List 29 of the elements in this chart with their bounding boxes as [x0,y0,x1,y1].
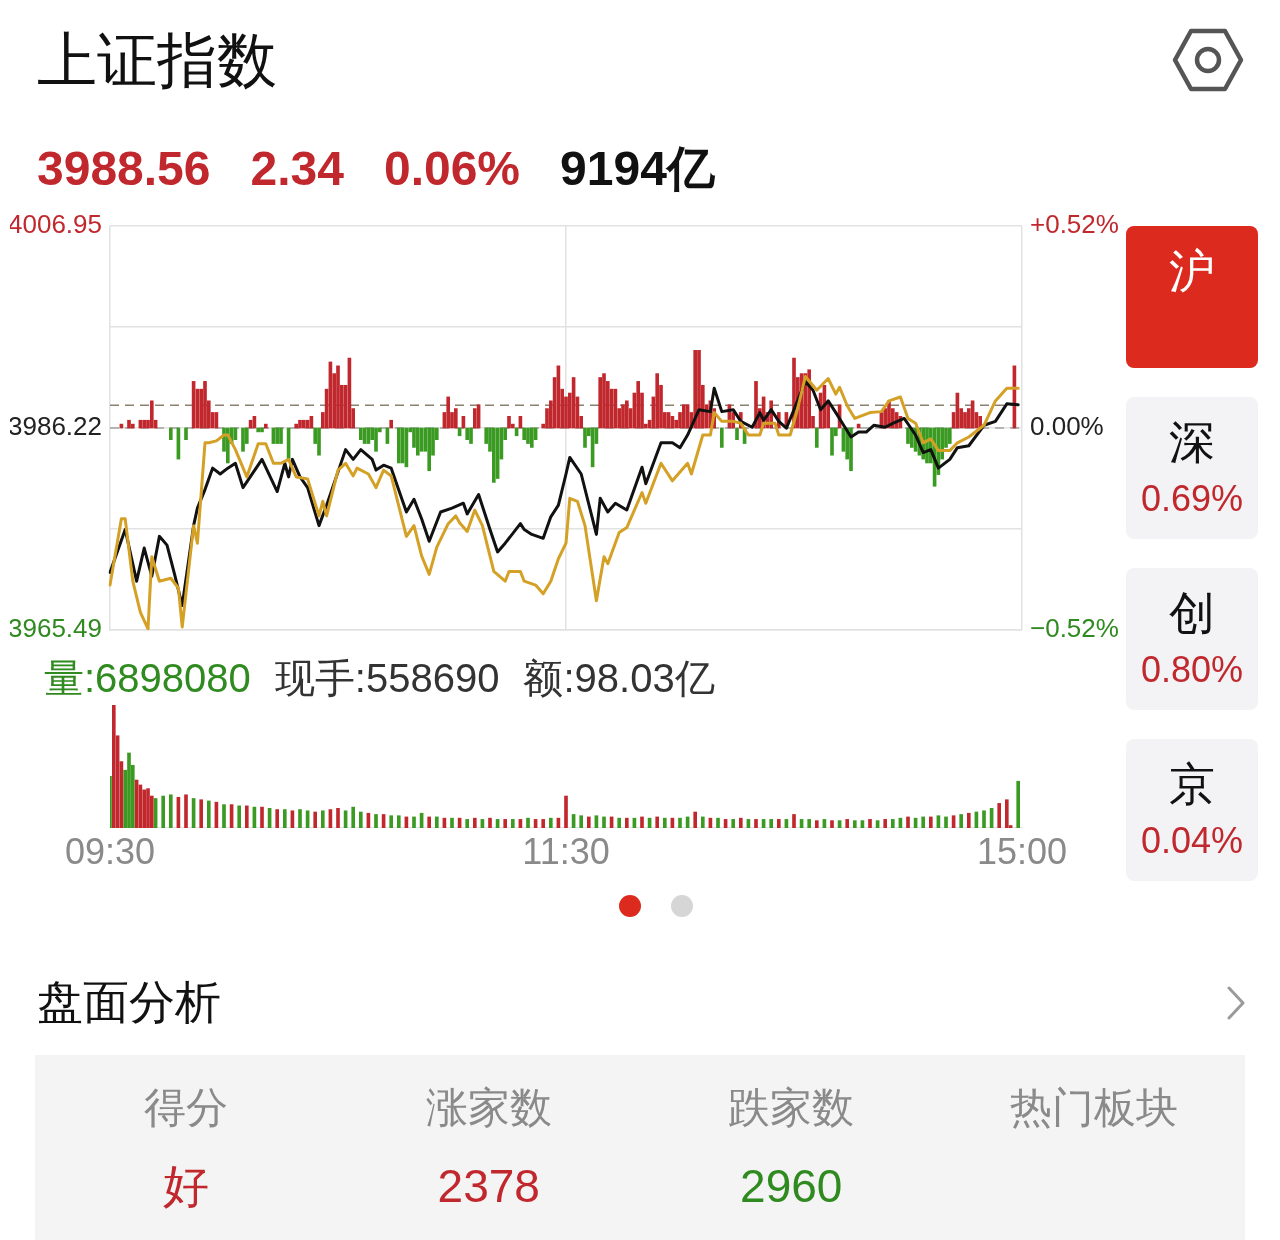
category-label: 涨家数 [424,1083,553,1133]
x-tick-label: 09:30 [64,830,156,872]
text: 0.80% [1140,649,1244,690]
text: 0.69% [1140,478,1244,519]
category-label: 热门板块 [1008,1083,1179,1133]
category-label: 创 [1168,586,1216,640]
category-label: 京 [1168,757,1216,811]
text: 量:6898080 [44,655,251,702]
x-tick-label: 15:00 [976,830,1068,872]
text: 3988.56 [37,141,211,197]
y2-tick-label: 0.00% [1030,411,1104,442]
chart-title: 上证指数 [37,26,277,96]
text: 2378 [437,1160,540,1212]
text: 2.34 [250,141,344,197]
category-label: 跌家数 [727,1083,856,1133]
y2-tick-label: −0.52% [1030,613,1119,644]
text: 额:98.03亿 [523,655,715,702]
text: 0.04% [1140,820,1244,861]
text: 2960 [740,1160,843,1212]
text: 盘面分析 [37,975,221,1030]
category-label: 深 [1168,415,1216,469]
y2-tick-label: +0.52% [1030,209,1119,240]
text: 9194亿 [560,141,715,197]
text: 好 [163,1160,210,1212]
x-tick-label: 11:30 [522,830,610,872]
text: 0.06% [383,141,521,197]
category-label: 沪 [1168,244,1216,298]
text: 现手:558690 [274,655,500,702]
category-label: 得分 [143,1083,230,1133]
